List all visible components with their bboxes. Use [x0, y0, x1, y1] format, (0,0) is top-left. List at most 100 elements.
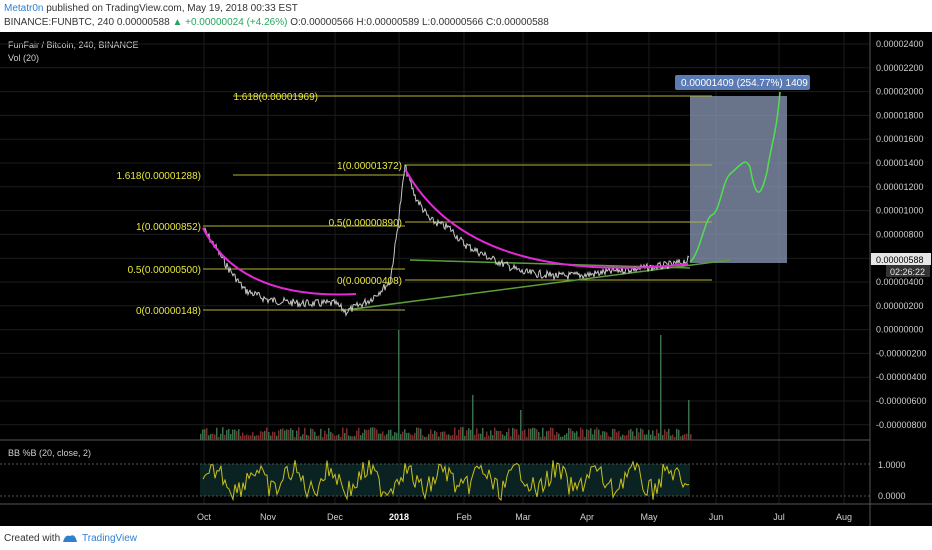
fib-lines[interactable]	[203, 95, 712, 311]
volume-bar	[250, 435, 252, 440]
volume-bar	[550, 427, 552, 440]
volume-bar	[612, 428, 614, 440]
x-tick-label: Aug	[836, 512, 852, 522]
bb-axis-label: 0.0000	[878, 491, 906, 501]
volume-bar	[656, 429, 658, 440]
volume-bar	[572, 431, 574, 440]
volume-bar	[670, 435, 672, 440]
volume-bar	[510, 436, 512, 440]
volume-bar	[632, 431, 634, 440]
volume-bar	[464, 435, 466, 440]
rounding-arc-right[interactable]	[404, 168, 689, 269]
volume-bar	[682, 435, 684, 440]
volume-bar	[606, 432, 608, 440]
price-axis: 0.00002400 0.00002200 0.00002000 0.00001800…	[876, 39, 927, 430]
x-tick-label: Jun	[709, 512, 724, 522]
volume-bar	[256, 435, 258, 440]
x-tick-label: Apr	[580, 512, 594, 522]
volume-bar	[358, 427, 360, 440]
volume-bar	[266, 427, 268, 440]
volume-bar	[640, 428, 642, 440]
volume-bar	[232, 429, 234, 440]
volume-bar	[352, 436, 354, 440]
volume-bar	[228, 428, 230, 440]
volume-bar	[388, 429, 390, 440]
volume-bar	[680, 436, 682, 440]
volume-bar	[318, 435, 320, 440]
volume-bar	[542, 427, 544, 440]
volume-bar	[208, 435, 210, 440]
volume-bar	[568, 427, 570, 440]
volume-bar	[308, 435, 310, 440]
volume-bar	[342, 427, 344, 440]
rounding-arc-left[interactable]	[202, 227, 357, 296]
volume-bar	[436, 432, 438, 440]
volume-bar	[644, 434, 646, 440]
volume-bar	[236, 431, 238, 440]
volume-bar	[382, 431, 384, 440]
fib-label: 0.5(0.00000500)	[128, 265, 201, 276]
volume-bar	[400, 434, 402, 440]
volume-bar	[676, 428, 678, 440]
volume-bar	[442, 431, 444, 440]
volume-bar	[276, 435, 278, 440]
author-link[interactable]: Metatr0n	[4, 3, 44, 14]
price-value: 0.00000588	[116, 17, 170, 28]
volume-bar	[622, 434, 624, 440]
volume-bar	[474, 434, 476, 440]
volume-bar	[604, 431, 606, 440]
volume-bar	[524, 429, 526, 440]
volume-bar	[304, 427, 306, 440]
volume-bar	[278, 430, 280, 440]
volume-bar	[560, 436, 562, 440]
publish-info: published on TradingView.com, May 19, 20…	[46, 3, 298, 14]
volume-bar	[262, 431, 264, 440]
volume-bar	[354, 435, 356, 440]
volume-bar	[590, 428, 592, 440]
volume-bar	[362, 432, 364, 440]
volume-bar	[238, 429, 240, 440]
volume-bar	[368, 429, 370, 440]
fib-label: 1(0.00000852)	[136, 222, 201, 233]
trend-lines[interactable]	[345, 259, 731, 311]
volume-bar	[476, 428, 478, 440]
x-tick-label: Dec	[327, 512, 344, 522]
forecast-path[interactable]	[689, 91, 781, 263]
x-tick-label: 2018	[389, 512, 409, 522]
volume-bar	[482, 427, 484, 440]
measure-box[interactable]	[690, 96, 787, 263]
volume-bar	[634, 435, 636, 440]
volume-bar	[364, 429, 366, 440]
volume-bar	[284, 430, 286, 440]
volume-bar	[206, 428, 208, 440]
volume-bar	[626, 434, 628, 440]
chart-svg: 0.00001409 (254.77%) 1409 1.618(0.000019…	[0, 32, 932, 526]
volume-bar	[566, 433, 568, 440]
volume-bar	[486, 431, 488, 440]
volume-bar	[492, 435, 494, 440]
tradingview-link[interactable]: TradingView	[82, 533, 138, 544]
volume-bar	[460, 427, 462, 440]
volume-bar	[356, 430, 358, 440]
volume-bar	[616, 432, 618, 440]
volume-bar	[252, 432, 254, 440]
y-tick-label: -0.00000600	[876, 396, 927, 406]
volume-bar	[472, 395, 474, 440]
volume-bar	[678, 429, 680, 440]
volume-bar	[274, 432, 276, 440]
volume-bar	[686, 433, 688, 440]
volume-bar	[282, 428, 284, 440]
volume-bar	[242, 432, 244, 440]
volume-bar	[570, 428, 572, 440]
volume-bar	[392, 435, 394, 440]
y-tick-label: 0.00001000	[876, 206, 924, 216]
chart-area[interactable]: FunFair / Bitcoin, 240, BINANCE Vol (20)…	[0, 32, 932, 526]
volume-bar	[390, 429, 392, 440]
ohlc-values: O:0.00000566 H:0.00000589 L:0.00000566 C…	[290, 17, 549, 28]
volume-bar	[636, 428, 638, 440]
volume-bar	[508, 428, 510, 440]
fib-label: 1(0.00001372)	[337, 161, 402, 172]
volume-bar	[530, 428, 532, 440]
volume-bar	[412, 435, 414, 440]
volume-bar	[350, 436, 352, 440]
